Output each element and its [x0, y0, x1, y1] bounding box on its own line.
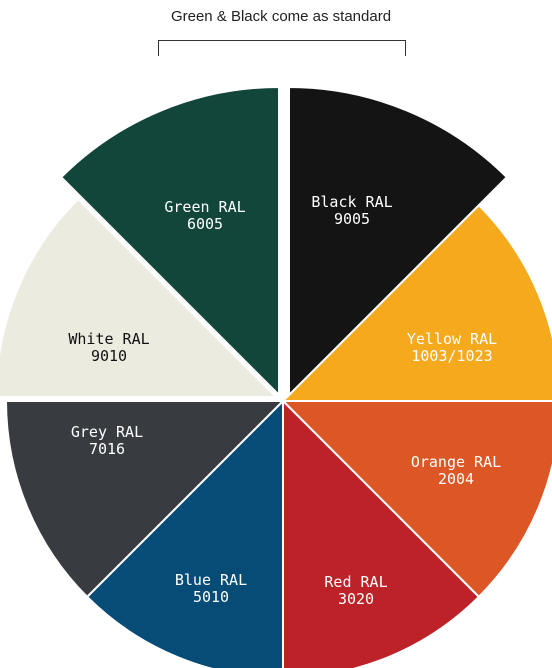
orange-label-code: 2004	[438, 470, 474, 488]
segment-green	[59, 85, 280, 398]
segment-white	[0, 197, 279, 398]
orange-label-name: Orange RAL	[411, 453, 501, 471]
grey-label-name: Grey RAL	[71, 423, 143, 441]
green-label-name: Green RAL	[164, 198, 245, 216]
segment-yellow	[280, 203, 552, 402]
grey-label-code: 7016	[89, 440, 125, 458]
segment-orange	[280, 400, 552, 599]
segment-blue	[85, 398, 284, 668]
yellow-label-name: Yellow RAL	[407, 330, 497, 348]
yellow-label-code: 1003/1023	[411, 347, 492, 365]
white-label-code: 9010	[91, 347, 127, 365]
blue-label-name: Blue RAL	[175, 571, 247, 589]
segment-black	[288, 85, 509, 398]
segment-grey	[4, 400, 286, 599]
blue-label-code: 5010	[193, 588, 229, 606]
black-label-code: 9005	[334, 210, 370, 228]
red-label-code: 3020	[338, 590, 374, 608]
red-label-name: Red RAL	[324, 573, 387, 591]
white-label-name: White RAL	[68, 330, 149, 348]
segment-red	[282, 398, 481, 668]
green-label-code: 6005	[187, 215, 223, 233]
standard-colours-note: Green & Black come as standard	[170, 8, 392, 25]
standard-colours-bracket	[158, 40, 406, 56]
black-label-name: Black RAL	[311, 193, 392, 211]
